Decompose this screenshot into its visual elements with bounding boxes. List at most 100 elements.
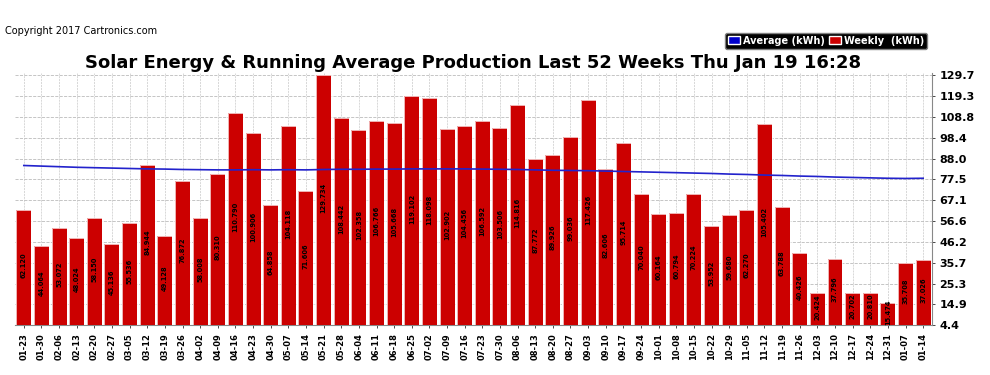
Bar [580,100,596,334]
Bar [157,236,172,334]
Bar [316,75,331,334]
Text: 118.098: 118.098 [427,194,433,225]
Bar [492,128,508,334]
Bar [545,154,560,334]
Text: 60.794: 60.794 [673,254,679,279]
Text: 103.506: 103.506 [497,209,503,239]
Bar [792,254,807,334]
Bar [528,159,543,334]
Text: 53.952: 53.952 [709,261,715,286]
Text: 102.358: 102.358 [355,210,362,240]
Bar [862,292,878,334]
Text: 100.906: 100.906 [250,211,256,242]
Text: 84.944: 84.944 [145,230,150,255]
Bar [422,99,437,334]
Bar [228,113,243,334]
Text: 58.008: 58.008 [197,256,203,282]
Bar [740,210,754,334]
Bar [563,136,578,334]
Bar [210,174,226,334]
Bar [281,126,296,334]
Text: 89.926: 89.926 [549,225,555,251]
Bar [845,293,860,334]
Bar [369,121,384,334]
Bar [563,136,578,334]
Title: Solar Energy & Running Average Production Last 52 Weeks Thu Jan 19 16:28: Solar Energy & Running Average Productio… [85,54,861,72]
Text: 82.606: 82.606 [603,232,609,258]
Text: 15.474: 15.474 [885,299,891,324]
Bar [387,123,402,334]
Bar [87,218,102,334]
Bar [263,205,278,334]
Bar [810,293,825,334]
Bar [651,214,666,334]
Bar [757,124,772,334]
Text: 53.072: 53.072 [56,261,62,287]
Bar [87,218,102,334]
Bar [880,303,895,334]
Bar [740,210,754,334]
Bar [16,210,32,334]
Bar [351,130,366,334]
Bar [246,133,260,334]
Bar [704,226,719,334]
Bar [880,303,895,334]
Text: 104.456: 104.456 [461,208,467,238]
Bar [281,126,296,334]
Bar [580,100,596,334]
Bar [369,121,384,334]
Bar [422,99,437,334]
Bar [157,236,172,334]
Bar [457,126,472,334]
Text: 55.536: 55.536 [127,259,133,285]
Text: 60.164: 60.164 [655,254,661,280]
Text: 70.040: 70.040 [638,244,644,270]
Bar [404,96,420,334]
Text: 62.270: 62.270 [743,252,749,278]
Text: 37.796: 37.796 [832,277,838,302]
Bar [722,215,737,334]
Bar [210,174,226,334]
Bar [298,191,314,334]
Text: 58.150: 58.150 [91,256,97,282]
Bar [757,124,772,334]
Text: 108.442: 108.442 [339,204,345,234]
Bar [616,143,631,334]
Bar [34,246,49,334]
Text: 63.788: 63.788 [779,251,785,276]
Text: 44.064: 44.064 [39,270,45,296]
Bar [246,133,260,334]
Text: 105.668: 105.668 [391,207,397,237]
Bar [140,165,154,334]
Bar [774,207,790,334]
Bar [616,143,631,334]
Text: 105.402: 105.402 [761,207,767,237]
Text: 104.118: 104.118 [285,208,291,238]
Text: 76.872: 76.872 [179,238,185,263]
Text: 48.024: 48.024 [73,267,80,292]
Bar [475,122,490,334]
Bar [651,214,666,334]
Bar [510,105,525,334]
Bar [351,130,366,334]
Text: 49.128: 49.128 [162,266,168,291]
Bar [916,260,931,334]
Bar [193,218,208,334]
Bar [916,260,931,334]
Text: 102.902: 102.902 [445,210,450,240]
Text: 106.592: 106.592 [479,206,485,236]
Bar [175,181,190,334]
Text: 45.136: 45.136 [109,270,115,295]
Bar [774,207,790,334]
Bar [34,246,49,334]
Text: 40.426: 40.426 [797,274,803,300]
Text: 64.858: 64.858 [267,250,273,275]
Bar [51,228,66,334]
Bar [828,259,842,334]
Bar [528,159,543,334]
Text: 119.102: 119.102 [409,194,415,224]
Bar [69,238,84,334]
Text: 20.702: 20.702 [849,294,855,320]
Bar [316,75,331,334]
Bar [598,169,613,334]
